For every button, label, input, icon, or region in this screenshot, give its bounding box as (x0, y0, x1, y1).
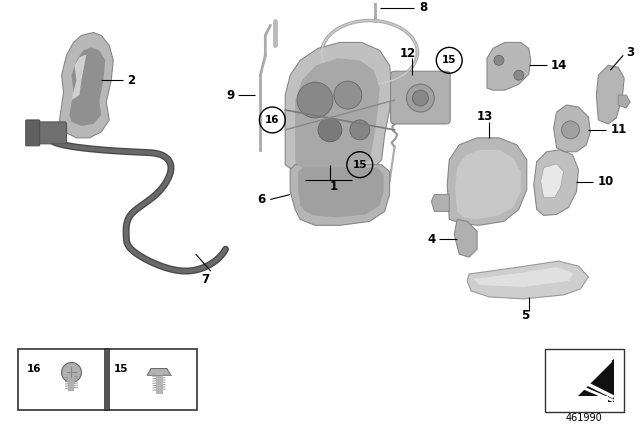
Text: 16: 16 (265, 115, 280, 125)
Polygon shape (285, 43, 392, 181)
Text: 5: 5 (521, 309, 529, 322)
Circle shape (334, 81, 362, 109)
Text: 15: 15 (353, 159, 367, 170)
Text: 2: 2 (127, 73, 135, 87)
Polygon shape (431, 194, 449, 211)
FancyBboxPatch shape (390, 71, 450, 124)
Polygon shape (573, 361, 612, 396)
Circle shape (318, 118, 342, 142)
Circle shape (350, 120, 370, 140)
Text: 7: 7 (202, 272, 210, 285)
Polygon shape (295, 58, 380, 176)
Polygon shape (487, 43, 531, 90)
Text: 16: 16 (27, 363, 41, 374)
FancyBboxPatch shape (28, 122, 67, 144)
Text: 12: 12 (399, 47, 415, 60)
Polygon shape (454, 220, 477, 257)
Text: 8: 8 (419, 1, 428, 14)
Circle shape (494, 56, 504, 65)
Text: 6: 6 (257, 193, 266, 206)
Circle shape (561, 121, 579, 139)
Circle shape (514, 70, 524, 80)
Polygon shape (579, 362, 612, 396)
FancyBboxPatch shape (26, 120, 40, 146)
Polygon shape (474, 267, 573, 287)
Text: 461990: 461990 (566, 413, 603, 423)
Text: 11: 11 (611, 123, 627, 136)
Polygon shape (298, 168, 383, 217)
Text: 9: 9 (227, 89, 234, 102)
Text: 3: 3 (626, 46, 634, 59)
Polygon shape (534, 150, 579, 215)
Polygon shape (618, 95, 630, 108)
Text: 10: 10 (597, 175, 614, 188)
Polygon shape (70, 47, 105, 126)
Polygon shape (72, 54, 86, 100)
Polygon shape (555, 358, 614, 402)
Text: 1: 1 (330, 180, 338, 193)
Circle shape (61, 362, 81, 383)
Polygon shape (147, 368, 171, 375)
Text: 15: 15 (442, 55, 456, 65)
Polygon shape (555, 365, 608, 402)
Circle shape (412, 90, 428, 106)
Polygon shape (290, 165, 390, 225)
FancyBboxPatch shape (18, 349, 109, 410)
Polygon shape (596, 65, 624, 124)
Polygon shape (541, 164, 564, 198)
FancyBboxPatch shape (545, 349, 624, 412)
Circle shape (406, 84, 435, 112)
Polygon shape (554, 105, 590, 152)
Polygon shape (447, 138, 527, 225)
Circle shape (297, 82, 333, 118)
Text: 14: 14 (550, 59, 567, 72)
Polygon shape (455, 150, 521, 220)
Polygon shape (467, 261, 588, 299)
Text: 13: 13 (477, 111, 493, 124)
Text: 15: 15 (114, 363, 129, 374)
Polygon shape (60, 32, 113, 138)
Text: 4: 4 (427, 233, 435, 246)
